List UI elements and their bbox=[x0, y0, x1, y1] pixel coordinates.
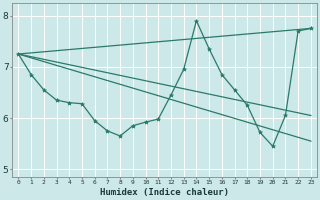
X-axis label: Humidex (Indice chaleur): Humidex (Indice chaleur) bbox=[100, 188, 229, 197]
